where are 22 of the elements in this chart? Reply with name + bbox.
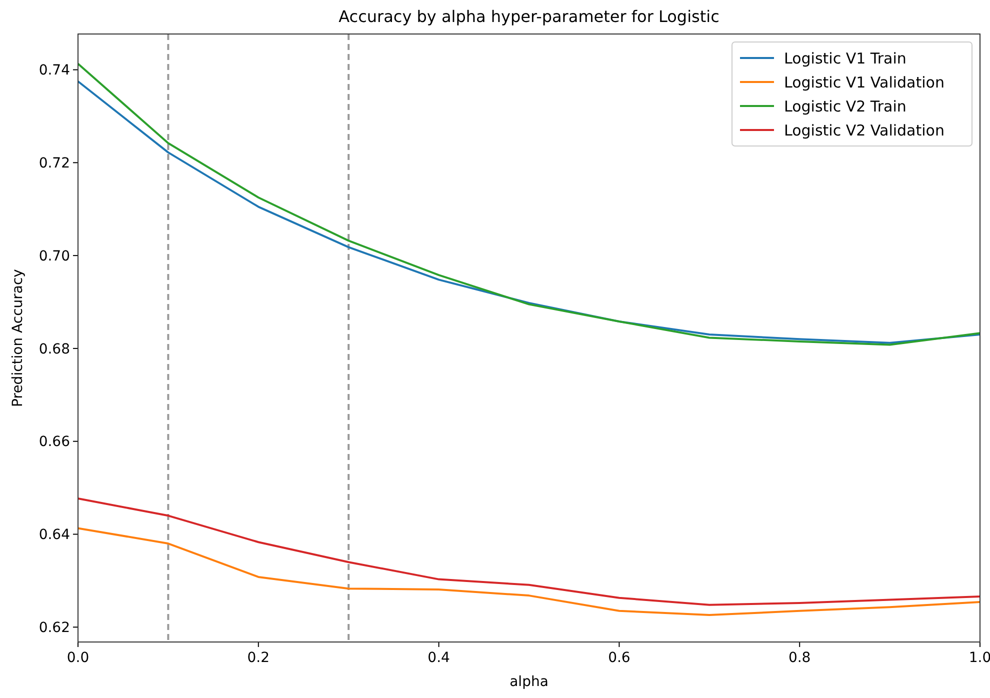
x-tick-label: 0.8	[788, 650, 811, 666]
y-tick-label: 0.62	[38, 620, 70, 636]
legend-label: Logistic V2 Validation	[784, 121, 944, 140]
y-tick-label: 0.66	[38, 434, 70, 450]
y-tick-label: 0.64	[38, 527, 70, 544]
x-axis-title: alpha	[510, 674, 548, 690]
x-tick-label: 0.2	[247, 650, 270, 666]
y-tick-label: 0.72	[38, 156, 70, 172]
legend-label: Logistic V1 Validation	[784, 73, 944, 92]
chart-title: Accuracy by alpha hyper-parameter for Logistic	[338, 7, 720, 26]
y-axis-title: Prediction Accuracy	[10, 269, 26, 407]
legend-label: Logistic V1 Train	[784, 49, 906, 68]
y-tick-label: 0.74	[38, 62, 70, 79]
y-tick-label: 0.68	[38, 341, 70, 358]
legend-label: Logistic V2 Train	[784, 97, 906, 116]
line-series	[77, 497, 981, 606]
x-tick-label: 0.4	[428, 650, 450, 666]
y-tick-label: 0.70	[38, 248, 70, 264]
x-tick-label: 0.6	[608, 650, 630, 666]
x-tick-label: 1.0	[968, 650, 990, 666]
x-tick-label: 0.0	[66, 650, 90, 666]
line-series	[77, 527, 981, 616]
